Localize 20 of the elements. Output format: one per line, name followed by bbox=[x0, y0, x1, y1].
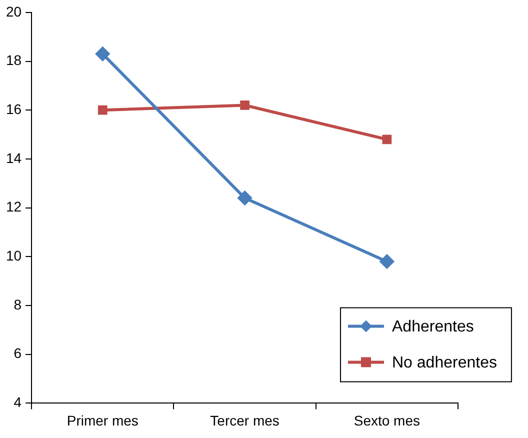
point bbox=[240, 100, 250, 110]
y-tick-label: 10 bbox=[6, 248, 22, 264]
legend-label: No adherentes bbox=[392, 354, 497, 372]
point bbox=[238, 191, 252, 206]
point bbox=[380, 254, 394, 269]
point bbox=[98, 105, 108, 115]
y-tick-label: 8 bbox=[14, 296, 22, 312]
y-tick-label: 16 bbox=[6, 100, 22, 117]
x-tick-label: Tercer mes bbox=[210, 412, 280, 428]
y-tick-label: 4 bbox=[14, 394, 22, 410]
y-tick-label: 6 bbox=[14, 345, 22, 362]
y-tick-label: 12 bbox=[6, 198, 22, 215]
x-tick-label: Primer mes bbox=[66, 412, 138, 428]
point bbox=[96, 46, 110, 61]
legend-label: Adherentes bbox=[392, 318, 474, 336]
y-tick-label: 18 bbox=[6, 52, 22, 68]
point bbox=[382, 134, 392, 144]
y-tick-label: 20 bbox=[6, 3, 22, 20]
y-tick-label: 14 bbox=[6, 150, 22, 166]
x-tick-label: Sexto mes bbox=[354, 412, 420, 428]
